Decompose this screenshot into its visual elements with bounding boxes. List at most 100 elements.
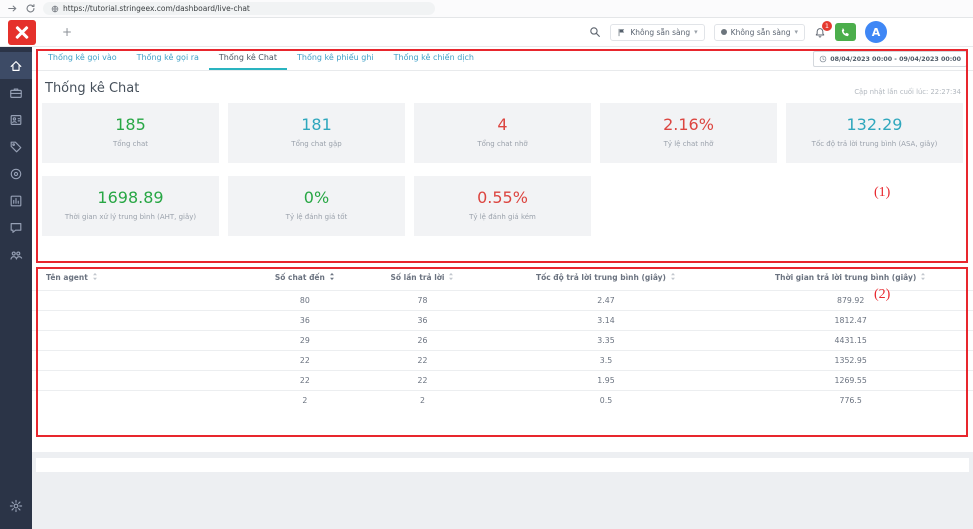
stat-label: Thời gian xử lý trung bình (AHT, giây): [57, 213, 204, 222]
tab-3[interactable]: Thống kê Chat: [209, 47, 287, 70]
globe-icon: [51, 5, 59, 13]
agent-table-body: 80782.47879.9236363.141812.4729263.35443…: [32, 291, 973, 411]
table-cell: 36: [361, 311, 483, 331]
agent-status-dropdown[interactable]: Không sẵn sàng ▾: [610, 24, 704, 41]
clock-icon: [819, 55, 827, 63]
stat-value: 0%: [304, 190, 329, 206]
sidebar: [0, 47, 32, 529]
table-cell: 26: [361, 331, 483, 351]
agent-table-wrap: Tên agent Số chat đến Số lần trả lời Tốc độ…: [32, 268, 973, 410]
column-label: Tên agent: [46, 273, 88, 282]
browser-toolbar: https://tutorial.stringeex.com/dashboard…: [0, 0, 973, 18]
content-panel: Thống kê Chat Cập nhật lần cuối lúc: 22:…: [32, 71, 973, 452]
search-icon[interactable]: [589, 26, 601, 38]
table-row[interactable]: 220.5776.5: [32, 391, 973, 411]
sidebar-item-home[interactable]: [0, 52, 32, 79]
table-cell: 4431.15: [728, 331, 973, 351]
stat-label: Tổng chat gặp: [283, 140, 349, 149]
tab-1[interactable]: Thống kê gọi vào: [38, 47, 127, 70]
stat-card-8: 0.55%Tỷ lệ đánh giá kém: [414, 176, 591, 236]
stat-value: 4: [497, 117, 507, 133]
stat-label: Tỷ lệ đánh giá kém: [461, 213, 544, 222]
table-cell: 2: [361, 391, 483, 411]
table-cell: 0.5: [484, 391, 729, 411]
contacts-icon: [9, 113, 23, 127]
tab-bar: Thống kê gọi vàoThống kê gọi raThống kê …: [32, 47, 973, 71]
column-header-4[interactable]: Tốc độ trả lời trung bình (giây): [484, 268, 729, 291]
table-cell: 776.5: [728, 391, 973, 411]
user-avatar[interactable]: A: [865, 21, 887, 43]
new-tab-button[interactable]: +: [62, 25, 72, 39]
chat-icon: [9, 221, 23, 235]
table-row[interactable]: 22223.51352.95: [32, 351, 973, 371]
sidebar-nav: [0, 47, 32, 268]
sort-icon: [920, 272, 926, 281]
flag-icon: [617, 28, 626, 37]
header-actions: Không sẵn sàng ▾ Không sẵn sàng ▾ 1 A: [589, 21, 973, 43]
table-cell: 879.92: [728, 291, 973, 311]
table-row[interactable]: 22221.951269.55: [32, 371, 973, 391]
phone-icon: [840, 27, 851, 38]
table-row[interactable]: 80782.47879.92: [32, 291, 973, 311]
reload-icon[interactable]: [25, 3, 36, 14]
stat-card-2: 181 Tổng chat gặp: [228, 103, 405, 163]
sidebar-item-team[interactable]: [0, 241, 32, 268]
stat-label: Tỷ lệ đánh giá tốt: [278, 213, 356, 222]
title-row: Thống kê Chat Cập nhật lần cuối lúc: 22:…: [32, 71, 973, 96]
stat-value: 181: [301, 117, 332, 133]
sort-icon: [329, 272, 335, 281]
column-header-2[interactable]: Số chat đến: [248, 268, 361, 291]
stringeex-logo[interactable]: [8, 20, 36, 45]
stringeex-dashboard: https://tutorial.stringeex.com/dashboard…: [0, 0, 973, 529]
report-tabs: Thống kê gọi vàoThống kê gọi raThống kê …: [38, 47, 484, 70]
sidebar-item-tag[interactable]: [0, 133, 32, 160]
sidebar-item-target[interactable]: [0, 160, 32, 187]
table-cell: 3.14: [484, 311, 729, 331]
table-row[interactable]: 36363.141812.47: [32, 311, 973, 331]
column-header-1[interactable]: Tên agent: [32, 268, 248, 291]
table-cell: [32, 391, 248, 411]
stat-label: Tổng chat nhỡ: [469, 140, 535, 149]
column-header-5[interactable]: Thời gian trả lời trung bình (giây): [728, 268, 973, 291]
table-cell: [32, 311, 248, 331]
sidebar-item-briefcase[interactable]: [0, 79, 32, 106]
main-content: Thống kê gọi vàoThống kê gọi raThống kê …: [32, 47, 973, 529]
column-label: Số chat đến: [275, 273, 325, 282]
tab-4[interactable]: Thống kê phiếu ghi: [287, 47, 384, 70]
column-label: Số lần trả lời: [390, 273, 444, 282]
home-icon: [9, 59, 23, 73]
tag-icon: [9, 140, 23, 154]
sidebar-item-settings[interactable]: [0, 492, 32, 519]
stat-label: Tổng chat: [105, 140, 156, 149]
table-cell: [32, 331, 248, 351]
table-cell: 1.95: [484, 371, 729, 391]
target-icon: [9, 167, 23, 181]
table-row[interactable]: 29263.354431.15: [32, 331, 973, 351]
stat-card-7: 0% Tỷ lệ đánh giá tốt: [228, 176, 405, 236]
column-label: Thời gian trả lời trung bình (giây): [775, 273, 916, 282]
availability-dropdown[interactable]: Không sẵn sàng ▾: [714, 24, 805, 41]
tab-5[interactable]: Thống kê chiến dịch: [384, 47, 484, 70]
forward-arrow-icon[interactable]: [7, 3, 18, 14]
notifications-button[interactable]: 1: [814, 26, 826, 39]
sort-icon: [448, 272, 454, 281]
table-cell: 3.5: [484, 351, 729, 371]
table-cell: 78: [361, 291, 483, 311]
agent-stats-table: Tên agent Số chat đến Số lần trả lời Tốc độ…: [32, 268, 973, 410]
agent-table-header-row: Tên agent Số chat đến Số lần trả lời Tốc độ…: [32, 268, 973, 291]
date-range-picker[interactable]: 08/04/2023 00:00 - 09/04/2023 00:00: [813, 51, 967, 67]
table-cell: 2: [248, 391, 361, 411]
sidebar-item-contacts[interactable]: [0, 106, 32, 133]
tab-2[interactable]: Thống kê gọi ra: [127, 47, 209, 70]
column-header-3[interactable]: Số lần trả lời: [361, 268, 483, 291]
team-icon: [9, 248, 23, 262]
call-button[interactable]: [835, 23, 856, 41]
reports-icon: [9, 194, 23, 208]
sidebar-item-chat[interactable]: [0, 214, 32, 241]
sidebar-item-reports[interactable]: [0, 187, 32, 214]
address-bar[interactable]: https://tutorial.stringeex.com/dashboard…: [43, 2, 435, 15]
table-cell: 80: [248, 291, 361, 311]
stat-label: Tốc độ trả lời trung bình (ASA, giây): [804, 140, 946, 149]
table-cell: 36: [248, 311, 361, 331]
chevron-down-icon: ▾: [694, 29, 698, 36]
